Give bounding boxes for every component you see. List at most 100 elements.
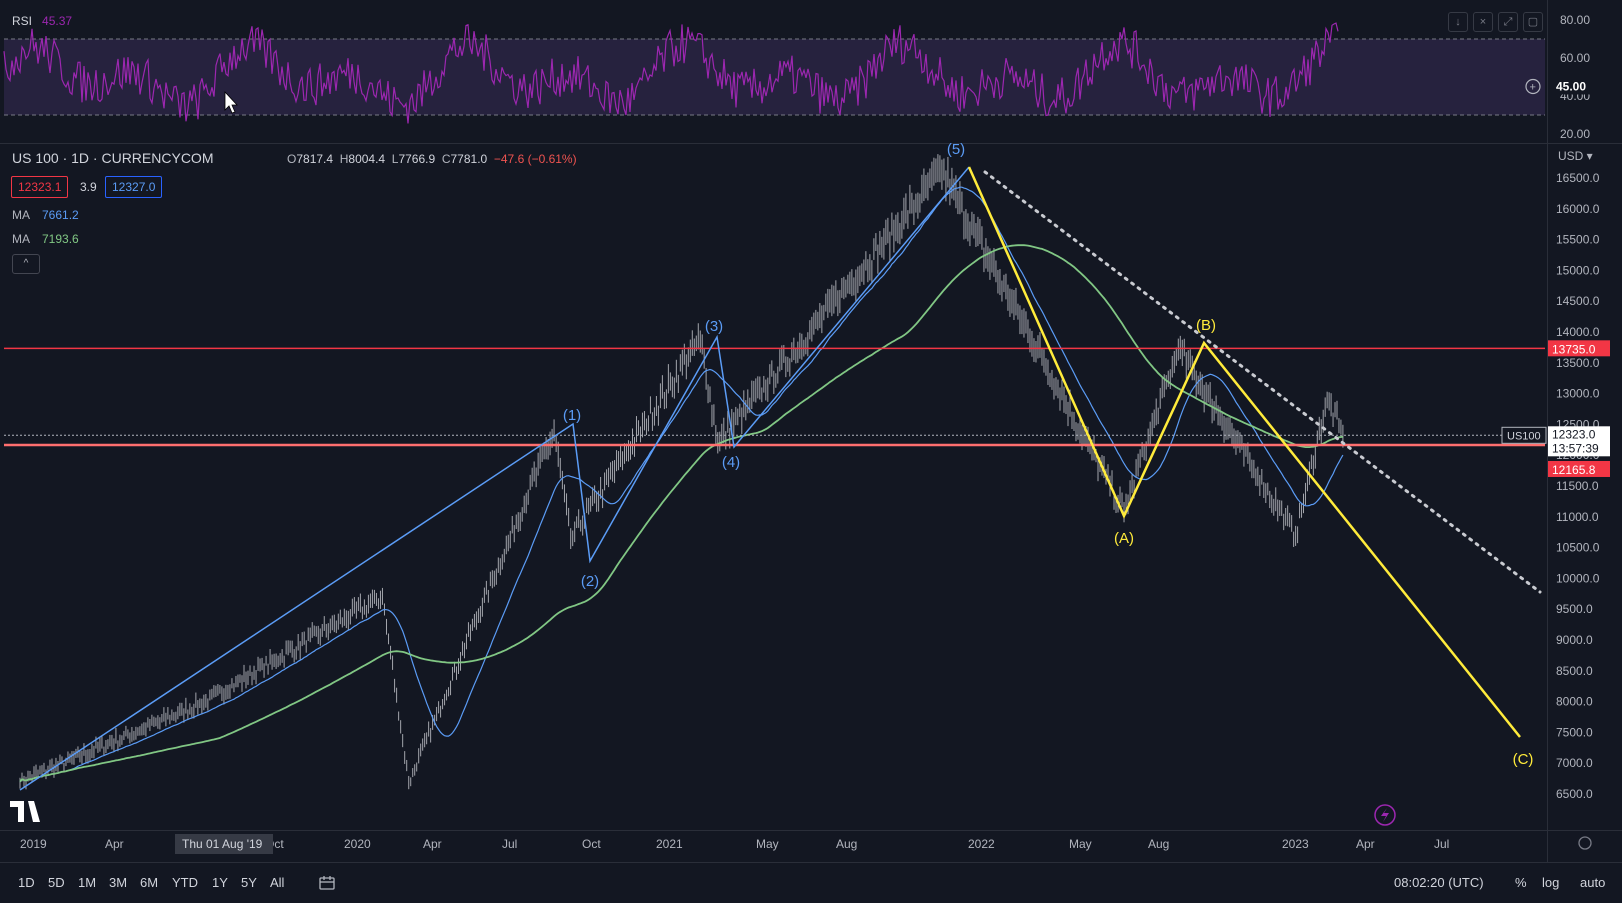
ma-fast-legend[interactable]: MA 7661.2 [12,208,79,222]
last-price-badge-bg [1548,426,1610,457]
rsi-badge: 45.00 [1556,80,1586,94]
time-axis-label: 2019 [20,837,47,851]
time-axis-label: 2021 [656,837,683,851]
price-axis-tick: 9500.0 [1556,602,1593,616]
price-axis-tick: 6500.0 [1556,787,1593,801]
countdown-badge: 13:57:39 [1552,441,1599,455]
rsi-band [4,39,1545,115]
crosshair-date: Thu 01 Aug '19 [182,837,263,851]
close-value: 7781.0 [450,152,488,166]
time-axis-label: Apr [423,837,442,851]
price-axis-tick: 10000.0 [1556,571,1600,585]
symbol-title[interactable]: US 100 · 1D · CURRENCYCOM [12,150,214,166]
rsi-axis-tick: 80.00 [1560,13,1590,27]
collapse-legend-icon[interactable]: ^ [12,254,40,274]
rsi-legend[interactable]: RSI 45.37 [12,14,72,28]
price-axis-tick: 16000.0 [1556,202,1600,216]
add-alert-icon [1525,78,1541,95]
rsi-label: RSI [12,14,33,28]
corrective-wave-label: (C) [1513,751,1534,768]
symbol-badge-bg [1501,426,1547,444]
high-value: 8004.4 [348,152,386,166]
price-axis-tick: 9000.0 [1556,633,1593,647]
impulse-wave-label: (3) [705,318,723,335]
range-5y-button[interactable]: 5Y [241,875,257,890]
rsi-badge-bg [1548,78,1610,95]
price-axis-tick: 13000.0 [1556,387,1600,401]
add-alert-icon-plus: + [1530,82,1536,94]
close-pane-icon[interactable]: × [1473,12,1493,32]
rsi-axis-tick: 20.00 [1560,127,1590,141]
corrective-wave [967,166,1521,738]
range-6m-button[interactable]: 6M [140,875,159,890]
open-value: 7817.4 [296,152,334,166]
rsi-line [3,22,1339,124]
time-axis-label: 2020 [344,837,371,851]
percent-scale-button[interactable]: % [1515,875,1527,890]
impulse-wave [19,166,970,791]
price-axis-tick: 15500.0 [1556,233,1600,247]
resistance-badge-bg [1548,340,1610,357]
lightning-icon-bolt [1381,808,1389,822]
buy-price-button[interactable]: 12327.0 [105,176,163,198]
impulse-wave-label: (4) [722,454,740,471]
range-1m-button[interactable]: 1M [78,875,97,890]
low-value: 7766.9 [398,152,436,166]
corrective-wave-label: (A) [1114,530,1134,547]
sell-price-button[interactable]: 12323.1 [11,176,69,198]
range-3m-button[interactable]: 3M [109,875,128,890]
time-axis-label: 2023 [1282,837,1309,851]
last-price-badge: 12323.0 [1552,427,1596,441]
crosshair-date-bg [175,834,273,854]
support-badge-bg [1548,460,1610,477]
rsi-value: 45.37 [42,14,73,28]
ohlc-readout: O7817.4 H8004.4 L7766.9 C7781.0 −47.6 (−… [287,152,577,166]
impulse-wave-label: (5) [947,141,965,158]
ma-fast-value: 7661.2 [42,208,79,222]
time-axis-label: Aug [836,837,857,851]
price-axis-tick: 11500.0 [1556,479,1599,493]
restore-pane-icon[interactable]: ▢ [1523,12,1543,32]
utc-clock[interactable]: 08:02:20 (UTC) [1394,875,1484,890]
price-axis-tick: 15000.0 [1556,263,1600,277]
maximize-pane-icon[interactable]: ⤢ [1498,12,1518,32]
time-axis-label: Aug [1148,837,1169,851]
settings-gear-icon [1578,836,1592,850]
range-1d-button[interactable]: 1D [18,875,35,890]
change-value: −47.6 (−0.61%) [493,152,577,166]
time-axis-label: Apr [105,837,124,851]
support-badge: 12165.8 [1552,463,1596,477]
lightning-icon [1374,804,1396,826]
move-pane-down-icon[interactable]: ↓ [1448,12,1468,32]
price-axis-tick: 14500.0 [1556,294,1600,308]
price-axis-tick: 14000.0 [1556,325,1600,339]
log-scale-button[interactable]: log [1542,875,1560,890]
time-axis-label: May [756,837,779,851]
range-ytd-button[interactable]: YTD [172,875,198,890]
date-range-icon[interactable] [318,875,336,891]
price-axis-tick: 13500.0 [1556,356,1600,370]
chart-background [0,0,1622,862]
price-axis-tick: 7000.0 [1556,756,1593,770]
corrective-wave-label: (B) [1196,317,1216,334]
impulse-wave-label: (1) [563,407,581,424]
mouse-cursor-icon [224,90,238,114]
time-axis-label: Oct [582,837,601,851]
time-axis-label: Jul [1434,837,1449,851]
ma-fast-line [19,186,1344,783]
price-axis-tick: 11000.0 [1556,510,1599,524]
price-axis-tick: 8000.0 [1556,695,1593,709]
price-axis-tick: 10500.0 [1556,541,1600,555]
time-axis-label: 2022 [968,837,995,851]
price-axis-tick: 8500.0 [1556,664,1593,678]
range-5d-button[interactable]: 5D [48,875,65,890]
range-1y-button[interactable]: 1Y [212,875,228,890]
impulse-wave-label: (2) [581,573,599,590]
time-axis-label: Jul [502,837,517,851]
ma-slow-legend[interactable]: MA 7193.6 [12,232,79,246]
ma-slow-line [19,244,1343,783]
range-all-button[interactable]: All [270,875,285,890]
price-axis-tick: 16500.0 [1556,171,1600,185]
auto-scale-button[interactable]: auto [1580,875,1606,890]
